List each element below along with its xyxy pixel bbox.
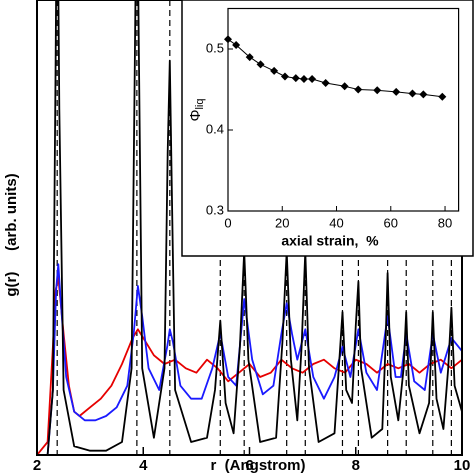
data-point	[224, 35, 232, 44]
x-tick-label: 6	[245, 457, 253, 474]
data-point	[392, 87, 401, 96]
data-point	[321, 79, 330, 88]
x-tick-label: 80	[438, 215, 452, 230]
y-axis-symbol: Φ	[187, 109, 204, 121]
y-axis-label: Φliq	[187, 99, 206, 122]
y-tick-label: 0.4	[206, 121, 224, 136]
data-point	[256, 60, 265, 69]
data-point	[291, 74, 300, 83]
data-line	[37, 263, 462, 455]
x-axis-label: r (Angstrom)	[211, 457, 306, 474]
data-point	[419, 90, 428, 99]
x-tick-label: 8	[352, 457, 360, 474]
inset-background	[181, 0, 474, 257]
data-point	[340, 82, 349, 91]
x-tick-label: 60	[384, 215, 398, 230]
x-tick-label: 20	[275, 215, 289, 230]
x-tick-label: 0	[224, 215, 231, 230]
y-tick-label: 0.5	[206, 40, 224, 55]
data-point	[438, 92, 447, 101]
data-point	[299, 74, 308, 83]
y-tick-label: 0.3	[206, 202, 224, 217]
data-point	[308, 74, 317, 83]
data-point	[245, 53, 254, 62]
x-tick-label: 2	[33, 457, 41, 474]
data-point	[270, 66, 279, 75]
data-point	[354, 85, 363, 94]
data-point	[408, 89, 417, 98]
data-point	[373, 86, 382, 95]
x-tick-label: 40	[329, 215, 343, 230]
data-point	[280, 72, 289, 81]
data-line	[37, 0, 462, 455]
data-point	[232, 40, 241, 49]
x-tick-label: 10	[454, 457, 471, 474]
y-axis-label: g(r) (arb. units)	[3, 173, 20, 296]
inset-frame	[227, 7, 460, 212]
x-tick-label: 4	[139, 457, 148, 474]
x-axis-label: axial strain, %	[281, 233, 379, 249]
y-axis-subscript: liq	[194, 99, 206, 110]
